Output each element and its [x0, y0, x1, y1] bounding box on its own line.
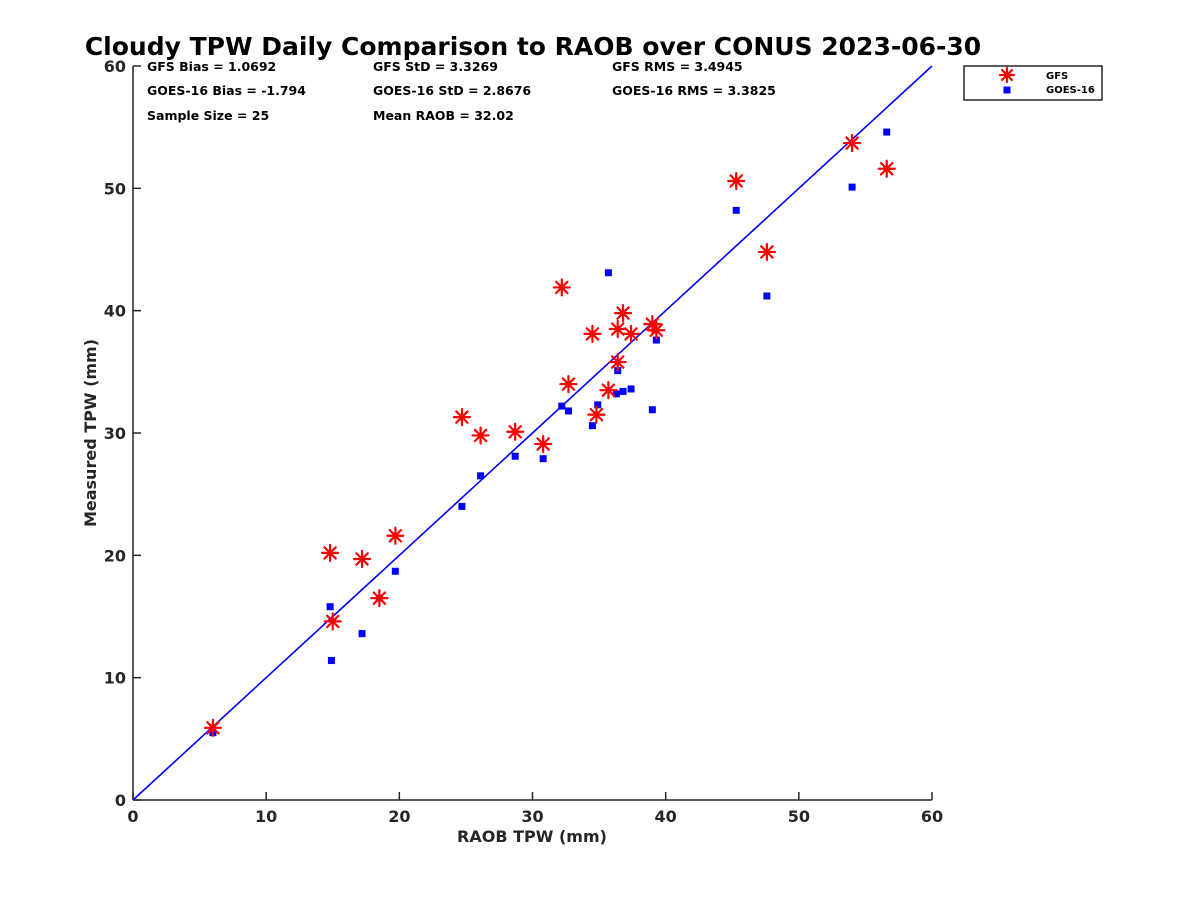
goes16-point — [627, 385, 635, 393]
one-to-one-reference-line — [132, 65, 933, 801]
data-points — [203, 128, 896, 737]
gfs-point — [757, 242, 776, 262]
x-tick-label: 20 — [388, 807, 410, 826]
goes16-point — [604, 269, 612, 277]
goes16-point — [326, 603, 334, 611]
goes16-point — [511, 452, 519, 460]
y-tick-label: 60 — [104, 57, 126, 76]
stat-gfs-std: GFS StD = 3.3269 — [373, 59, 498, 74]
goes16-point — [883, 128, 891, 136]
y-tick-label: 10 — [104, 669, 126, 688]
goes16-point — [477, 472, 485, 480]
legend-goes-label: GOES-16 — [1046, 85, 1095, 96]
x-tick-label: 30 — [521, 807, 543, 826]
y-tick-label: 0 — [115, 791, 126, 810]
goes16-point — [564, 407, 572, 415]
legend-box — [963, 65, 1103, 101]
goes16-point — [732, 206, 740, 214]
gfs-point — [621, 324, 641, 344]
stat-sample-size: Sample Size = 25 — [147, 108, 269, 123]
x-axis-label: RAOB TPW (mm) — [457, 827, 607, 846]
gfs-point — [386, 526, 405, 545]
gfs-point — [534, 434, 553, 454]
gfs-point — [471, 426, 490, 445]
gfs-point — [323, 612, 342, 631]
gfs-point — [613, 304, 633, 323]
legend-gfs-marker-icon — [998, 66, 1016, 84]
goes16-point — [458, 502, 466, 510]
stat-goes-rms: GOES-16 RMS = 3.3825 — [612, 83, 776, 98]
goes16-point — [848, 183, 856, 191]
legend-gfs-asterisk — [998, 66, 1016, 84]
goes16-point — [652, 336, 660, 344]
x-tick-label: 60 — [921, 807, 943, 826]
reference-line-group — [132, 65, 933, 801]
stats-block: GFS Bias = 1.0692 GOES-16 Bias = -1.794 … — [147, 59, 776, 123]
goes16-point — [391, 567, 399, 575]
legend-gfs-label: GFS — [1046, 71, 1068, 82]
stat-gfs-rms: GFS RMS = 3.4945 — [612, 59, 743, 74]
goes16-point — [558, 402, 566, 410]
gfs-point — [552, 278, 571, 297]
gfs-point — [877, 159, 896, 178]
goes16-point — [612, 390, 620, 398]
stat-goes-std: GOES-16 StD = 2.8676 — [373, 83, 531, 98]
gfs-point — [203, 718, 222, 737]
gfs-point — [647, 321, 666, 340]
stat-goes-bias: GOES-16 Bias = -1.794 — [147, 83, 306, 98]
legend: GFS GOES-16 — [963, 65, 1103, 101]
y-tick-label: 40 — [104, 302, 126, 321]
x-tick-label: 0 — [127, 807, 138, 826]
gfs-point — [608, 319, 627, 339]
goes16-point — [648, 406, 656, 414]
legend-goes-marker-icon — [1003, 86, 1011, 94]
gfs-point — [506, 422, 525, 441]
gfs-point — [587, 405, 606, 424]
stat-mean-raob: Mean RAOB = 32.02 — [373, 108, 514, 123]
chart-title: Cloudy TPW Daily Comparison to RAOB over… — [85, 32, 981, 61]
gfs-point — [559, 374, 578, 394]
gfs-point — [842, 133, 862, 153]
goes16-point — [594, 401, 602, 409]
stat-gfs-bias: GFS Bias = 1.0692 — [147, 59, 276, 74]
y-tick-label: 50 — [104, 179, 126, 198]
goes16-point — [327, 657, 335, 665]
goes16-point — [619, 387, 627, 395]
y-axis-label: Measured TPW (mm) — [81, 339, 100, 527]
gfs-point — [320, 543, 340, 562]
gfs-point — [608, 352, 627, 372]
x-tick-label: 40 — [655, 807, 677, 826]
gfs-point — [727, 171, 746, 191]
goes16-point — [588, 422, 596, 430]
y-tick-label: 30 — [104, 424, 126, 443]
x-tick-label: 10 — [255, 807, 277, 826]
gfs-point — [583, 324, 602, 344]
axes: 0 10 20 30 40 50 60 0 10 20 30 40 50 60 — [104, 57, 943, 826]
gfs-point — [452, 407, 472, 427]
goes16-point — [358, 630, 366, 638]
gfs-point — [370, 589, 389, 608]
x-tick-label: 50 — [788, 807, 810, 826]
goes16-point — [539, 455, 547, 463]
y-tick-label: 20 — [104, 546, 126, 565]
legend-goes-square — [1003, 86, 1011, 94]
goes16-point — [763, 292, 771, 300]
gfs-point — [352, 549, 372, 569]
gfs-point — [599, 381, 618, 400]
